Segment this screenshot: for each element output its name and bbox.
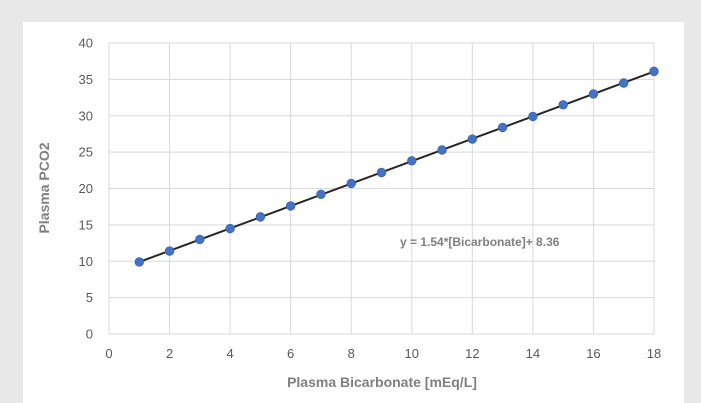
axis-layer: 0 5 10 15 20 25 30 35 40 0 2 4 6 8 10 12 14 16 18 (79, 36, 662, 362)
trendline-layer (138, 70, 655, 263)
data-point-16 (588, 89, 599, 99)
data-point-12 (467, 134, 478, 144)
y-tick-label-10: 10 (79, 254, 93, 269)
y-tick-label-5: 5 (86, 290, 93, 305)
x-axis-title: Plasma Bicarbonate [mEq/L] (287, 374, 477, 390)
chart-panel (23, 22, 684, 403)
x-tick-label-18: 18 (647, 346, 661, 361)
x-tick-label-2: 2 (166, 346, 173, 361)
x-tick-label-6: 6 (287, 346, 294, 361)
y-tick-label-20: 20 (79, 181, 93, 196)
y-tick-label-0: 0 (86, 327, 93, 342)
y-tick-label-15: 15 (79, 217, 93, 232)
data-point-18 (649, 66, 659, 77)
x-tick-label-16: 16 (586, 346, 600, 361)
data-point-8 (346, 178, 356, 189)
y-tick-label-35: 35 (79, 72, 93, 87)
data-point-10 (407, 156, 417, 166)
x-tick-label-12: 12 (465, 346, 479, 361)
data-point-3 (195, 234, 205, 245)
y-tick-label-25: 25 (79, 145, 93, 160)
data-point-7 (316, 189, 326, 200)
data-point-11 (437, 145, 447, 155)
data-point-4 (225, 223, 235, 234)
data-point-2 (164, 246, 175, 256)
data-point-15 (558, 100, 568, 110)
y-tick-label-30: 30 (79, 108, 93, 123)
regression-equation: y = 1.54*[Bicarbonate]+ 8.36 (400, 235, 560, 249)
x-tick-label-10: 10 (405, 346, 419, 361)
y-axis-title: Plasma PCO2 (36, 142, 52, 233)
data-point-14 (528, 111, 538, 122)
x-tick-label-8: 8 (348, 346, 355, 361)
data-point-layer (134, 66, 659, 267)
x-tick-label-0: 0 (105, 346, 112, 361)
data-point-5 (255, 212, 266, 222)
data-point-17 (619, 78, 629, 88)
y-tick-label-40: 40 (79, 36, 93, 51)
data-point-9 (376, 167, 387, 178)
data-point-13 (497, 122, 508, 133)
data-point-1 (134, 257, 144, 267)
x-tick-label-14: 14 (526, 346, 540, 361)
trendline (138, 70, 655, 263)
data-point-6 (285, 201, 296, 211)
x-tick-label-4: 4 (226, 346, 233, 361)
grid-layer (108, 42, 655, 335)
